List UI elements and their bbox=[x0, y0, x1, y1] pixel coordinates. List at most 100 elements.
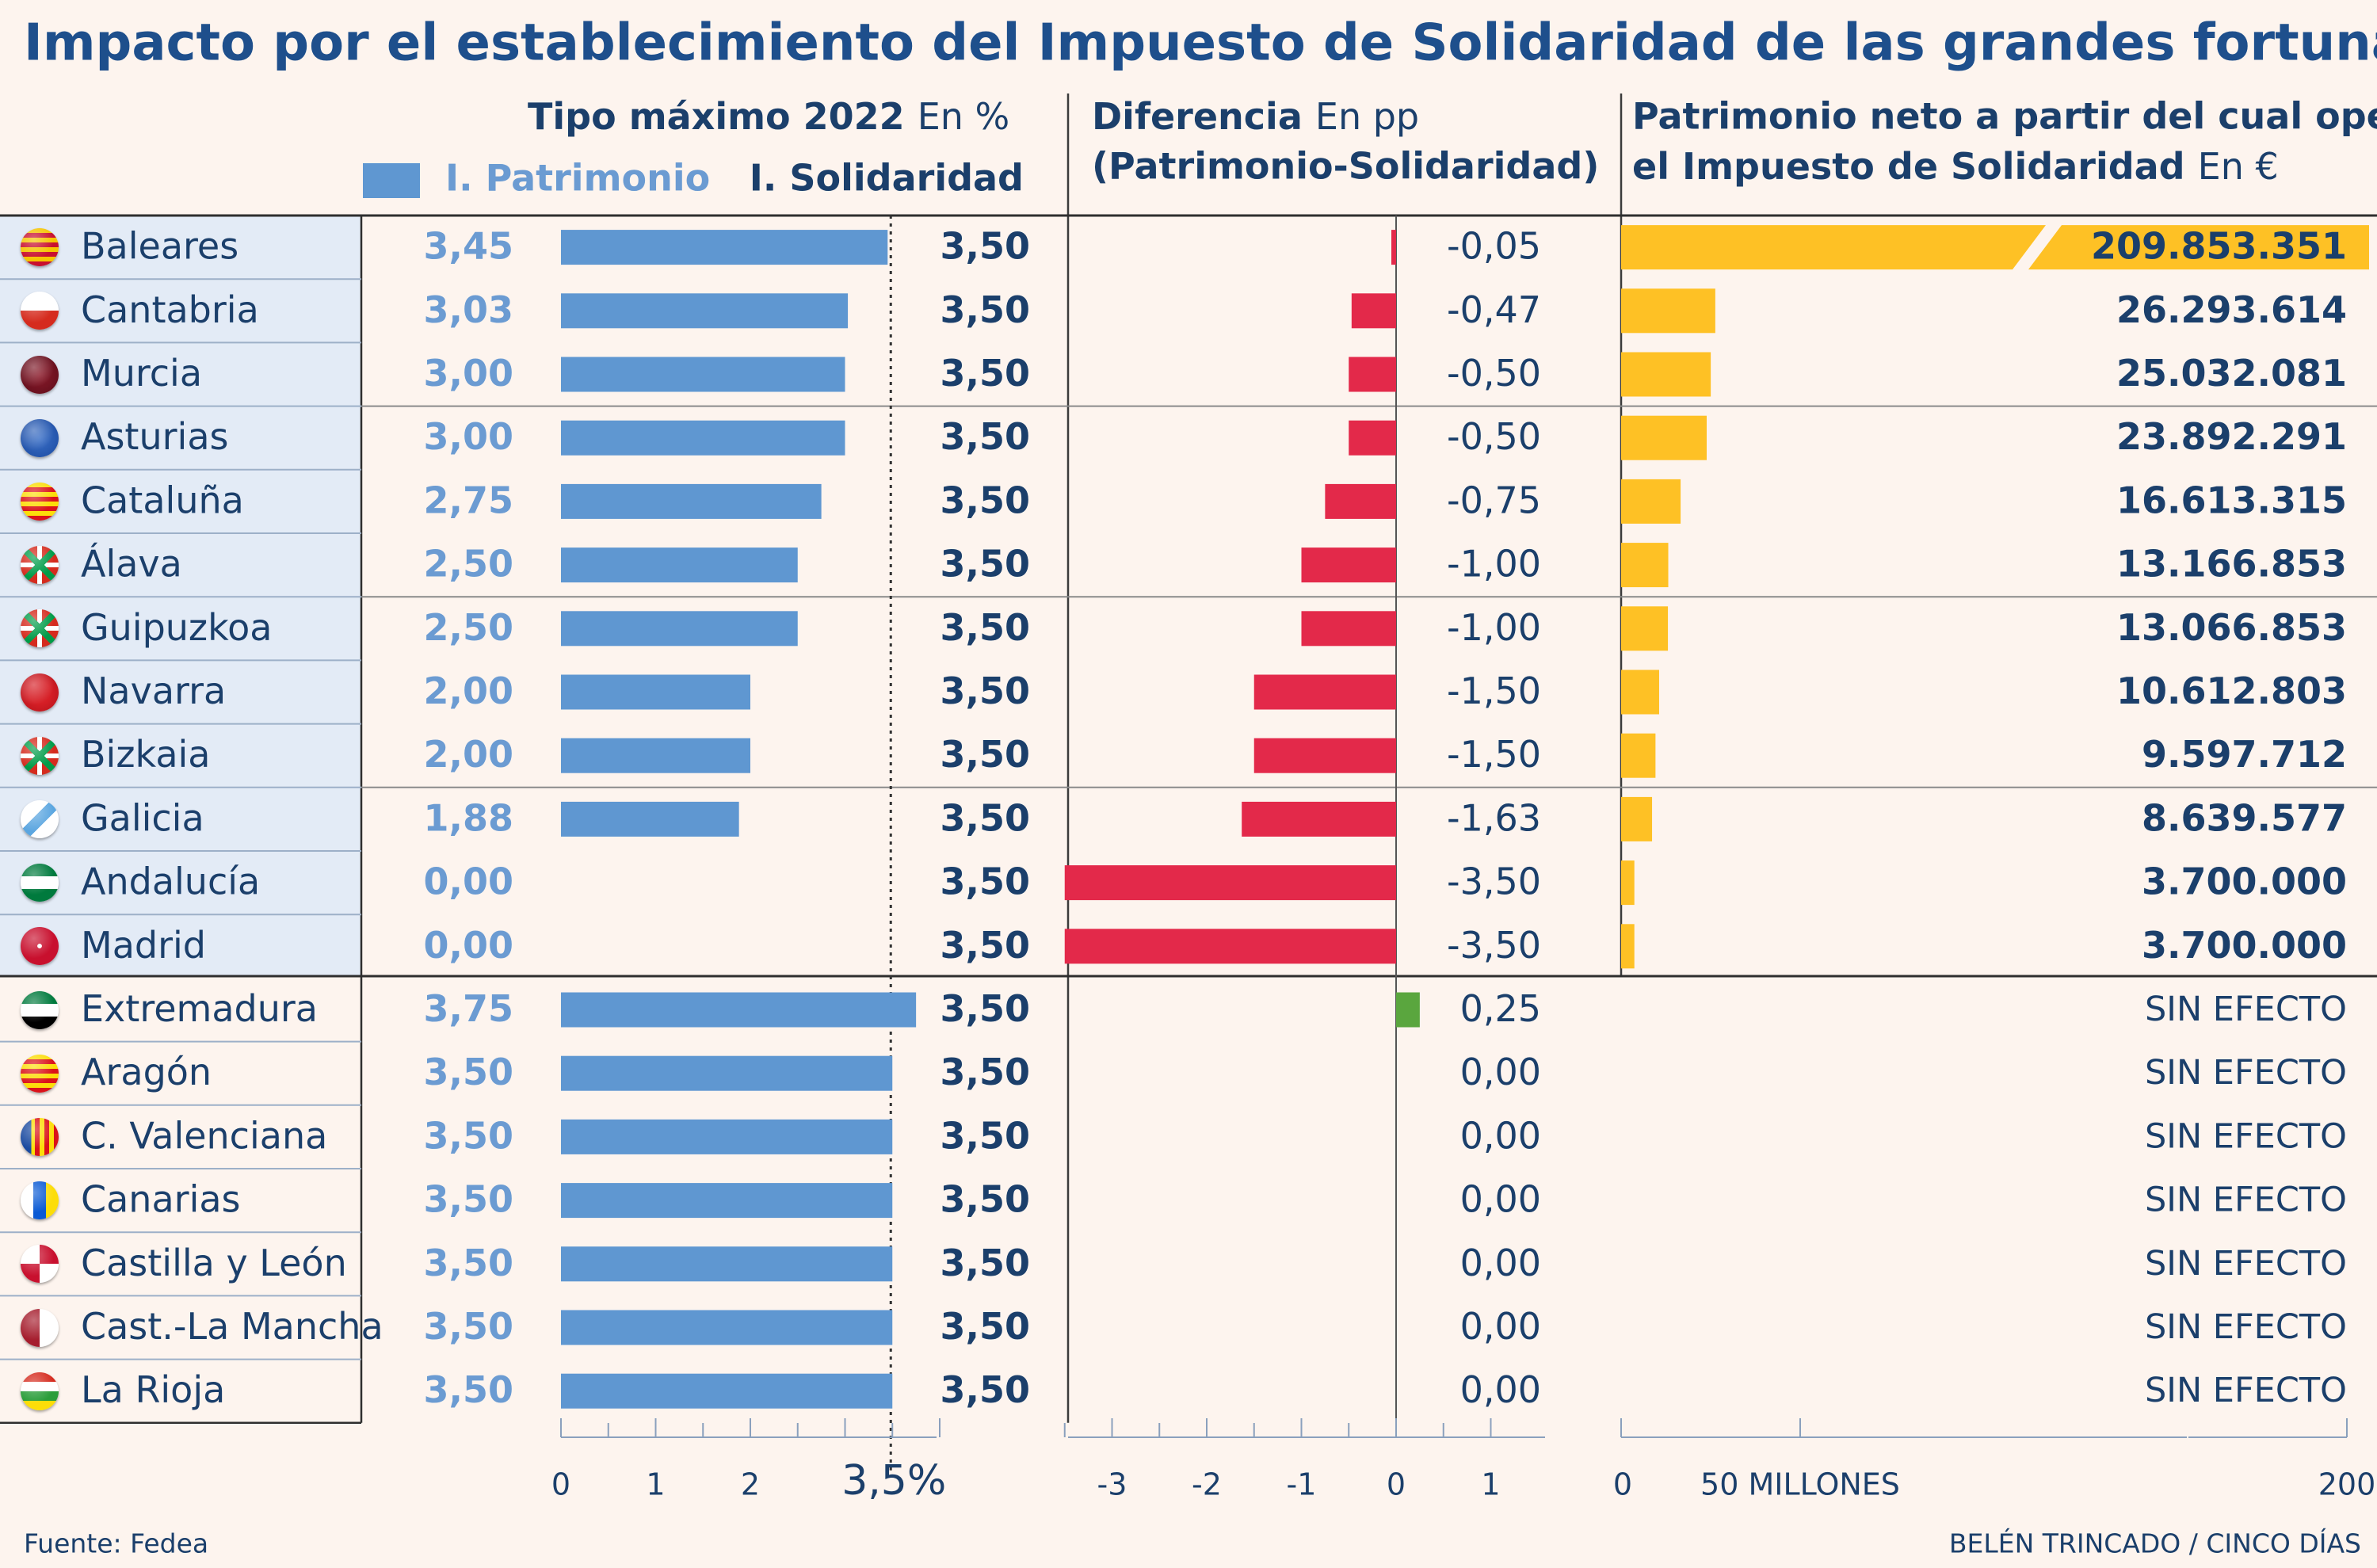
threshold-bar bbox=[1621, 225, 2046, 270]
solidaridad-value-label: 3,50 bbox=[940, 987, 1031, 1030]
threshold-value-label: SIN EFECTO bbox=[2145, 1116, 2347, 1156]
threshold-value-label: SIN EFECTO bbox=[2145, 1371, 2347, 1410]
solidaridad-value-label: 3,50 bbox=[940, 796, 1031, 839]
diferencia-value-label: -0,05 bbox=[1447, 225, 1541, 268]
solidaridad-value-label: 3,50 bbox=[940, 1368, 1031, 1411]
diferencia-tick-label: -2 bbox=[1192, 1467, 1222, 1502]
threshold-bar bbox=[1621, 860, 1635, 906]
threshold-value-label: SIN EFECTO bbox=[2145, 990, 2347, 1029]
diferencia-panel-title: Diferencia En pp bbox=[1092, 95, 1419, 138]
patrimonio-panel-title: Patrimonio neto a partir del cual opera bbox=[1632, 95, 2377, 138]
solidaridad-value-label: 3,50 bbox=[940, 1242, 1031, 1284]
flag-cyl-icon bbox=[21, 1245, 59, 1284]
patrimonio-value-label: 1,88 bbox=[424, 796, 514, 839]
patrimonio-bar bbox=[561, 1246, 893, 1282]
region-name: Bizkaia bbox=[81, 733, 210, 776]
solidaridad-value-label: 3,50 bbox=[940, 352, 1031, 395]
reference-label: 3,5% bbox=[841, 1457, 946, 1505]
patrimonio-panel-subtitle: el Impuesto de Solidaridad En € bbox=[1632, 145, 2279, 188]
region-name: Canarias bbox=[81, 1178, 241, 1221]
diferencia-bar bbox=[1396, 992, 1420, 1028]
flag-navarra-icon bbox=[21, 673, 59, 712]
threshold-value-label: 13.166.853 bbox=[2116, 543, 2347, 586]
threshold-value-label: 209.853.351 bbox=[2091, 225, 2347, 268]
solidaridad-value-label: 3,50 bbox=[940, 225, 1031, 268]
solidaridad-value-label: 3,50 bbox=[940, 1305, 1031, 1348]
region-name: Cantabria bbox=[81, 288, 259, 331]
patrimonio-value-label: 3,45 bbox=[424, 225, 514, 268]
flag-murcia-icon bbox=[21, 355, 59, 394]
region-name: La Rioja bbox=[81, 1368, 225, 1411]
threshold-value-label: SIN EFECTO bbox=[2145, 1181, 2347, 1220]
patrimonio-value-label: 3,50 bbox=[424, 1368, 514, 1411]
patrimonio-tick-label: 0 bbox=[1613, 1467, 1632, 1502]
threshold-value-label: 13.066.853 bbox=[2116, 606, 2347, 649]
threshold-bar bbox=[1621, 479, 1681, 524]
threshold-value-label: 3.700.000 bbox=[2142, 860, 2347, 903]
credit-note: BELÉN TRINCADO / CINCO DÍAS bbox=[1949, 1528, 2361, 1559]
diferencia-bar bbox=[1064, 865, 1396, 901]
tipo-tick-label: 2 bbox=[741, 1467, 760, 1502]
flag-clm-icon bbox=[21, 1308, 59, 1347]
diferencia-tick-label: -3 bbox=[1097, 1467, 1127, 1502]
region-name: Cataluña bbox=[81, 479, 244, 521]
patrimonio-bar bbox=[561, 1119, 893, 1154]
patrimonio-value-label: 2,50 bbox=[424, 543, 514, 586]
threshold-value-label: 9.597.712 bbox=[2142, 733, 2347, 776]
solidaridad-value-label: 3,50 bbox=[940, 288, 1031, 331]
threshold-value-label: 8.639.577 bbox=[2142, 796, 2347, 839]
flag-aragon-icon bbox=[21, 1054, 59, 1093]
patrimonio-bar bbox=[561, 1310, 893, 1345]
patrimonio-bar bbox=[561, 547, 798, 583]
patrimonio-bar bbox=[561, 1183, 893, 1219]
flag-rioja-icon bbox=[21, 1372, 59, 1410]
diferencia-bar bbox=[1242, 801, 1396, 837]
flag-euskadi-icon bbox=[21, 609, 59, 648]
patrimonio-tick-label: 50 MILLONES bbox=[1700, 1467, 1900, 1502]
legend-patrimonio-swatch bbox=[363, 163, 420, 198]
threshold-value-label: 25.032.081 bbox=[2116, 352, 2347, 395]
solidaridad-value-label: 3,50 bbox=[940, 1051, 1031, 1093]
flag-euskadi-icon bbox=[21, 736, 59, 775]
diferencia-bar bbox=[1301, 547, 1396, 583]
patrimonio-bar bbox=[561, 293, 849, 329]
patrimonio-bar bbox=[561, 1055, 893, 1091]
diferencia-panel-subtitle: (Patrimonio-Solidaridad) bbox=[1092, 145, 1599, 188]
flag-euskadi-icon bbox=[21, 546, 59, 585]
solidaridad-value-label: 3,50 bbox=[940, 606, 1031, 649]
patrimonio-value-label: 3,50 bbox=[424, 1114, 514, 1157]
threshold-value-label: 3.700.000 bbox=[2142, 924, 2347, 967]
patrimonio-bar bbox=[561, 801, 739, 837]
flag-cataluna-icon bbox=[21, 482, 59, 521]
diferencia-bar bbox=[1391, 230, 1396, 265]
region-name: Baleares bbox=[81, 225, 238, 268]
solidaridad-value-label: 3,50 bbox=[940, 1178, 1031, 1221]
diferencia-value-label: 0,00 bbox=[1460, 1242, 1541, 1284]
patrimonio-bar bbox=[561, 483, 822, 519]
diferencia-bar bbox=[1349, 420, 1396, 456]
region-name: Navarra bbox=[81, 670, 226, 712]
threshold-bar bbox=[1621, 415, 1707, 460]
source-note: Fuente: Fedea bbox=[24, 1528, 208, 1559]
threshold-value-label: SIN EFECTO bbox=[2145, 1244, 2347, 1284]
threshold-bar bbox=[1621, 733, 1656, 778]
patrimonio-bar bbox=[561, 674, 750, 710]
diferencia-value-label: -1,00 bbox=[1447, 606, 1541, 649]
diferencia-bar bbox=[1301, 611, 1396, 647]
legend-solidaridad-label: I. Solidaridad bbox=[750, 157, 1024, 200]
region-name: C. Valenciana bbox=[81, 1114, 327, 1157]
patrimonio-value-label: 2,75 bbox=[424, 479, 514, 521]
patrimonio-bar bbox=[561, 1373, 893, 1409]
threshold-value-label: 23.892.291 bbox=[2116, 415, 2347, 458]
flag-galicia-icon bbox=[21, 799, 59, 838]
patrimonio-bar bbox=[561, 611, 798, 647]
solidaridad-value-label: 3,50 bbox=[940, 543, 1031, 586]
diferencia-value-label: 0,00 bbox=[1460, 1305, 1541, 1348]
patrimonio-value-label: 3,00 bbox=[424, 352, 514, 395]
region-name: Andalucía bbox=[81, 860, 260, 903]
diferencia-bar bbox=[1064, 929, 1396, 964]
threshold-bar-break bbox=[2028, 225, 2369, 270]
patrimonio-bar bbox=[561, 230, 888, 265]
threshold-value-label: 16.613.315 bbox=[2116, 479, 2347, 521]
